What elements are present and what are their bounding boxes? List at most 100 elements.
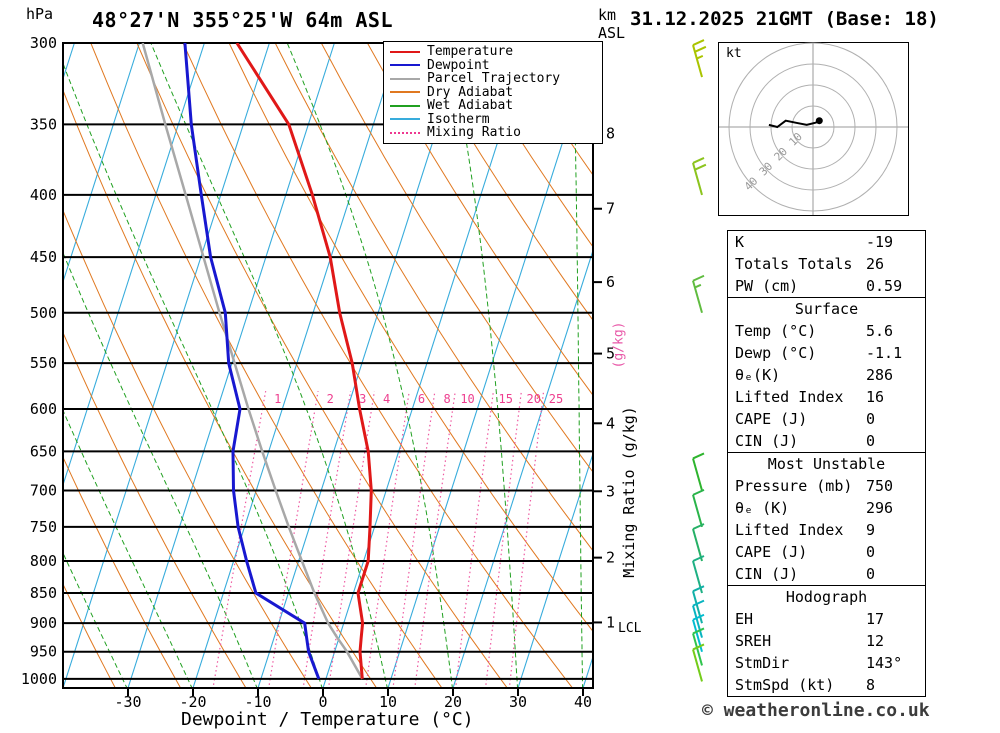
pressure-tick-label: 400 — [30, 186, 57, 204]
pressure-tick-label: 500 — [30, 304, 57, 322]
legend-item-label: Parcel Trajectory — [427, 71, 561, 87]
barb-half-feather — [696, 54, 704, 60]
hodograph-ring — [770, 84, 856, 170]
indices-table: K -19 Totals Totals 26 PW (cm) 0.59 Surface Tem… — [727, 230, 926, 697]
table-row-value: 17 — [866, 610, 885, 628]
barb-feather — [692, 274, 705, 282]
pressure-tick-label: 300 — [30, 34, 57, 52]
table-row-label: θₑ(K) — [735, 366, 781, 384]
table-section-header: Surface — [794, 300, 859, 318]
dry-adiabat-line — [413, 43, 593, 322]
table-row: Dewp (°C) -1.1 — [728, 342, 925, 364]
km-tick-label: 5 — [606, 345, 615, 363]
table-row-label: Lifted Index — [735, 521, 844, 539]
table-row-value: 0 — [866, 565, 876, 583]
mixing-ratio-value-label: 25 — [549, 392, 563, 406]
legend-item-label: Temperature — [427, 44, 514, 60]
table-row: Pressure (mb) 750 — [728, 475, 925, 497]
isotherm-line — [322, 43, 530, 688]
isotherm-line — [127, 43, 335, 688]
legend-item: Temperature — [390, 44, 596, 60]
lcl-marker-label: LCL — [618, 621, 642, 636]
table-row-label: Totals Totals — [735, 255, 853, 273]
mixing-ratio-value-label: 3 — [359, 392, 366, 406]
mixing-ratio-line — [212, 390, 267, 688]
table-row-value: 750 — [866, 477, 894, 495]
table-row: Totals Totals 26 — [728, 253, 925, 275]
table-row-label: CIN (J) — [735, 432, 799, 450]
mixing-ratio-value-label: 20 — [527, 392, 541, 406]
table-row-label: PW (cm) — [735, 277, 799, 295]
legend-item-label: Wet Adiabat — [427, 98, 514, 114]
temp-tick-label: 0 — [318, 693, 327, 711]
mixing-ratio-value-label: 8 — [444, 392, 451, 406]
legend-item-label: Dry Adiabat — [427, 84, 514, 100]
wind-barb — [692, 157, 707, 196]
wind-barb-column — [692, 39, 707, 682]
mixing-ratio-value-label: 2 — [327, 392, 334, 406]
barb-staff — [692, 605, 703, 638]
pressure-tick-label: 800 — [30, 552, 57, 570]
isotherm-line — [192, 43, 400, 688]
wind-barb — [692, 39, 707, 78]
mixing-ratio-line — [365, 391, 410, 688]
mixing-ratio-value-label: 6 — [418, 392, 425, 406]
mixing-ratio-axis-label: Mixing Ratio (g/kg) — [620, 406, 638, 578]
pressure-tick-label: 650 — [30, 442, 57, 460]
pressure-axis-unit: hPa — [26, 5, 54, 23]
legend-line-sample — [390, 131, 420, 134]
wind-barb — [692, 274, 705, 314]
pressure-tick-label: 350 — [30, 115, 57, 133]
table-row: CIN (J) 0 — [728, 563, 925, 585]
table-row-value: 286 — [866, 366, 894, 384]
pressure-tick-label: 850 — [30, 584, 57, 602]
isotherm-line — [63, 43, 205, 487]
table-row-value: 16 — [866, 388, 885, 406]
barb-half-feather — [694, 283, 702, 289]
barb-feather — [692, 488, 705, 496]
legend-item-label: Mixing Ratio — [427, 125, 521, 141]
wet-adiabat-line — [63, 62, 323, 688]
table-row: θₑ(K) 286 — [728, 364, 925, 386]
wind-barb — [692, 452, 705, 491]
table-row-label: K — [735, 233, 745, 251]
wind-barb — [692, 488, 705, 528]
mixing-ratio-line — [508, 391, 545, 688]
pressure-tick-label: 550 — [30, 354, 57, 372]
km-tick-label: 2 — [606, 549, 615, 567]
table-row-label: SREH — [735, 632, 772, 650]
barb-feather — [692, 599, 705, 607]
table-section: Most Unstable Pressure (mb) 750 θₑ (K) 296 Li… — [728, 452, 925, 585]
km-axis-unit: km — [598, 6, 617, 24]
mixing-ratio-line — [327, 391, 375, 688]
table-row-label: CAPE (J) — [735, 543, 808, 561]
legend-line-sample — [390, 64, 420, 67]
table-row: θₑ (K) 296 — [728, 497, 925, 519]
table-row-value: 8 — [866, 676, 876, 694]
dry-adiabat-line — [459, 43, 593, 248]
table-row: K -19 — [728, 231, 925, 253]
km-tick-label: 3 — [606, 482, 615, 500]
barb-feather — [692, 627, 705, 635]
mixing-ratio-line — [484, 391, 522, 688]
barb-staff — [692, 528, 703, 562]
barb-feather — [692, 585, 705, 593]
hodograph-unit-label: kt — [726, 46, 742, 61]
table-row: CAPE (J) 0 — [728, 408, 925, 430]
temp-tick-label: -10 — [244, 693, 271, 711]
x-axis-label: Dewpoint / Temperature (°C) — [181, 709, 474, 730]
barb-staff — [692, 280, 703, 314]
legend-line-sample — [390, 50, 420, 53]
temp-tick-label: 30 — [509, 693, 527, 711]
mixing-ratio-line — [455, 391, 494, 688]
barb-feather — [694, 163, 707, 171]
legend-item: Dewpoint — [390, 58, 596, 73]
pressure-tick-label: 950 — [30, 643, 57, 661]
copyright-text: © weatheronline.co.uk — [702, 700, 930, 721]
table-row: CIN (J) 0 — [728, 430, 925, 452]
km-tick-label: 4 — [606, 414, 615, 432]
km-tick-label: 8 — [606, 124, 615, 142]
hodograph-storm-motion-dot — [815, 117, 823, 125]
table-row-label: θₑ (K) — [735, 499, 790, 517]
table-row-label: StmDir — [735, 654, 790, 672]
